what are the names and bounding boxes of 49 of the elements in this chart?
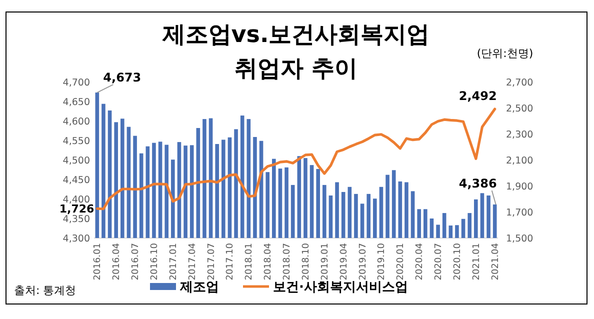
x-tick-label: 2018.04 <box>264 242 274 280</box>
y2-tick-label: 1,700 <box>506 208 534 218</box>
x-tick-label: 2018.01 <box>244 243 255 280</box>
x-tick-label: 2020.04 <box>415 242 426 280</box>
y2-tick-label: 1,900 <box>506 182 534 192</box>
y2-tick-label: 2,100 <box>506 156 534 166</box>
x-tick-label: 2021.04 <box>490 242 501 280</box>
chart-subtitle: 취업자 추이 <box>234 56 358 82</box>
y-tick-label: 4,350 <box>62 214 90 225</box>
legend-label: 보건·사회복지서비스업 <box>273 280 408 295</box>
line-series <box>96 108 496 210</box>
x-tick-label: 2018.07 <box>282 243 293 280</box>
chart-title: 제조업vs.보건사회복지업 <box>161 22 430 48</box>
x-tick-label: 2019.01 <box>320 243 330 280</box>
x-tick-label: 2017.10 <box>226 242 236 280</box>
source-note: 출처: 통계청 <box>14 284 76 297</box>
y-tick-label: 4,450 <box>62 175 90 186</box>
y2-tick-label: 2,700 <box>506 78 534 88</box>
y-tick-label: 4,300 <box>62 234 90 244</box>
x-tick-label: 2017.04 <box>188 242 198 280</box>
y-tick-label: 4,700 <box>62 78 90 88</box>
y-tick-label: 4,600 <box>62 116 90 128</box>
x-tick-label: 2019.10 <box>377 242 388 280</box>
y-tick-label: 4,400 <box>62 194 90 206</box>
data-label: 2,492 <box>458 89 497 104</box>
x-tick-label: 2020.07 <box>434 243 444 280</box>
data-label: 4,386 <box>458 176 497 190</box>
x-tick-label: 2017.01 <box>168 243 179 280</box>
x-tick-label: 2020.01 <box>396 243 406 280</box>
x-tick-label: 2017.07 <box>206 243 217 280</box>
x-tick-label: 2016.04 <box>112 242 122 280</box>
y2-tick-label: 2,300 <box>506 130 534 140</box>
text: (단위:천명) <box>476 47 534 60</box>
x-tick-label: 2016.07 <box>131 243 142 280</box>
x-tick-label: 2016.01 <box>93 243 104 280</box>
x-tick-label: 2019.04 <box>339 242 350 280</box>
y2-tick-label: 2,500 <box>506 104 534 114</box>
y-tick-label: 4,550 <box>62 136 90 147</box>
x-tick-label: 2020.10 <box>452 242 463 280</box>
data-label: 1,726 <box>59 202 94 216</box>
data-label: 4,673 <box>103 70 142 85</box>
legend-label: 제조업 <box>179 280 219 295</box>
y-tick-label: 4,500 <box>62 156 90 166</box>
y2-tick-label: 1,500 <box>506 234 534 244</box>
x-tick-label: 2021.01 <box>472 243 482 280</box>
x-tick-label: 2016.10 <box>150 242 160 280</box>
x-tick-label: 2018.10 <box>301 242 312 280</box>
x-tick-label: 2019.07 <box>358 243 368 280</box>
y-tick-label: 4,650 <box>62 97 90 108</box>
